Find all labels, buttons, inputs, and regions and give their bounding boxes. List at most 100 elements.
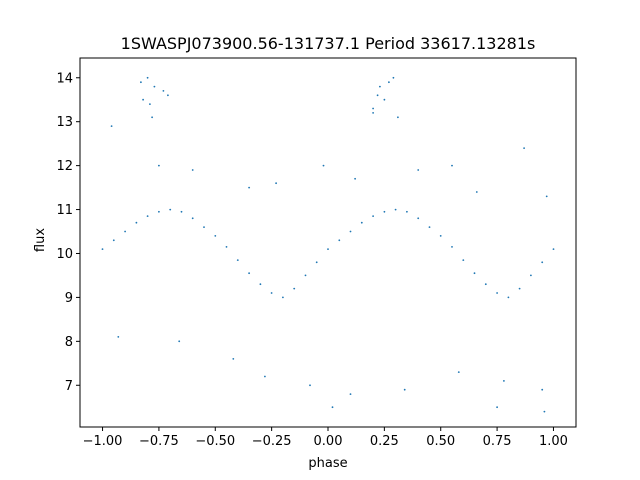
data-point xyxy=(162,90,165,92)
x-axis-label: phase xyxy=(308,456,347,471)
y-tick-label: 11 xyxy=(56,203,73,218)
x-tick-label: −0.75 xyxy=(139,434,179,449)
data-point xyxy=(349,230,352,233)
data-point xyxy=(214,235,217,237)
data-point xyxy=(496,406,498,409)
data-point xyxy=(406,210,408,213)
data-point xyxy=(149,103,151,105)
data-point xyxy=(403,388,406,391)
data-point xyxy=(110,125,113,127)
data-point xyxy=(372,112,374,114)
data-point xyxy=(169,208,172,211)
data-point xyxy=(331,406,334,409)
data-point xyxy=(372,215,374,218)
data-point xyxy=(309,384,311,387)
data-point xyxy=(503,380,505,382)
data-point xyxy=(264,375,266,378)
data-point xyxy=(360,221,363,224)
data-point xyxy=(146,215,149,218)
data-point xyxy=(158,210,160,213)
data-point xyxy=(191,217,194,220)
y-tick-label: 14 xyxy=(56,71,73,86)
data-point xyxy=(376,94,379,97)
data-point xyxy=(523,147,525,150)
data-point xyxy=(315,261,318,264)
data-point xyxy=(354,177,356,180)
data-point xyxy=(394,208,397,211)
data-point xyxy=(248,186,251,189)
data-point xyxy=(541,261,544,264)
data-point xyxy=(282,296,284,299)
data-point xyxy=(232,358,235,360)
data-point xyxy=(507,296,510,299)
data-point xyxy=(293,287,296,290)
x-tick-label: 0.50 xyxy=(426,434,455,449)
data-point xyxy=(383,210,386,213)
data-point xyxy=(275,182,277,185)
x-tick-label: −0.25 xyxy=(252,434,292,449)
y-tick-label: 8 xyxy=(65,335,73,350)
data-point xyxy=(101,248,104,251)
data-point xyxy=(388,81,390,84)
data-point xyxy=(397,116,399,119)
data-point xyxy=(417,217,420,220)
x-tick-label: −1.00 xyxy=(83,434,123,449)
data-point xyxy=(151,116,154,119)
data-point xyxy=(428,226,431,229)
data-point xyxy=(248,272,251,275)
data-point xyxy=(146,76,149,79)
data-point xyxy=(473,272,476,275)
x-tick-label: 1.00 xyxy=(539,434,568,449)
x-tick-label: 0.75 xyxy=(483,434,512,449)
data-point xyxy=(462,259,465,261)
data-point xyxy=(153,85,156,88)
data-point xyxy=(178,340,181,343)
data-point xyxy=(158,164,160,167)
data-point xyxy=(457,371,460,373)
data-point xyxy=(338,239,341,242)
data-point xyxy=(322,164,325,167)
data-point xyxy=(543,410,546,413)
chart-title: 1SWASPJ073900.56-131737.1 Period 33617.1… xyxy=(121,34,536,53)
y-tick-label: 12 xyxy=(56,159,73,174)
data-point xyxy=(270,292,273,294)
data-point xyxy=(304,274,307,277)
data-point xyxy=(552,248,555,251)
data-point xyxy=(203,226,205,229)
y-tick-label: 13 xyxy=(56,115,73,130)
y-axis-label: flux xyxy=(33,228,48,252)
data-point xyxy=(191,169,194,171)
data-point xyxy=(417,169,420,171)
y-tick-label: 7 xyxy=(65,379,73,394)
data-point xyxy=(167,94,169,97)
data-point xyxy=(545,195,548,198)
data-point xyxy=(327,248,329,251)
x-tick-label: 0.25 xyxy=(370,434,399,449)
data-point xyxy=(236,259,239,261)
data-point xyxy=(451,164,453,167)
data-point xyxy=(530,274,532,277)
data-point xyxy=(541,388,544,391)
data-point xyxy=(112,239,115,242)
data-point xyxy=(117,336,120,338)
x-tick-label: 0.00 xyxy=(314,434,343,449)
y-tick-label: 9 xyxy=(65,291,73,306)
y-tick-label: 10 xyxy=(56,247,73,262)
data-point xyxy=(439,235,442,237)
data-point xyxy=(140,81,142,84)
data-point xyxy=(392,76,395,79)
data-point xyxy=(518,287,521,290)
data-point xyxy=(451,246,453,248)
data-point xyxy=(124,230,126,233)
data-point xyxy=(225,246,228,248)
x-tick-label: −0.50 xyxy=(195,434,235,449)
data-point xyxy=(496,292,498,294)
data-point xyxy=(142,98,145,101)
data-point xyxy=(379,85,381,88)
data-point xyxy=(349,393,352,395)
data-point xyxy=(475,191,478,193)
data-point xyxy=(383,98,386,101)
data-point xyxy=(372,107,374,110)
x-axis-ticks: −1.00 −0.75 −0.50 −0.25 0.00 0.25 0.50 0.75 1.00 xyxy=(83,427,568,449)
